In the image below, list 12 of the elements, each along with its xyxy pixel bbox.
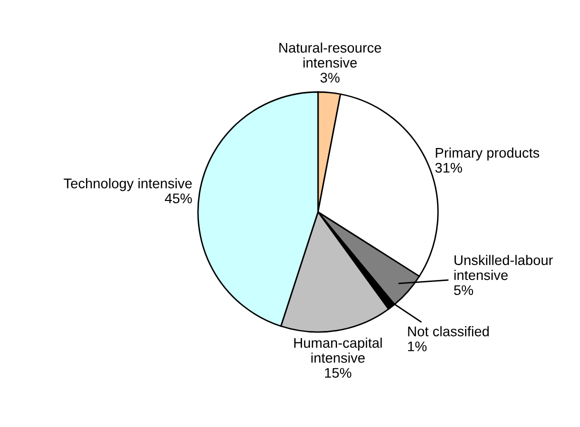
data-label: 5% (454, 285, 474, 296)
slice-label: Primary products (436, 148, 540, 160)
data-label: 31% (435, 162, 462, 173)
slice-label: Unskilled-labour intensive (454, 254, 553, 280)
data-label: 3% (320, 72, 340, 83)
data-label: 15% (325, 368, 352, 378)
slice-label: Not classified (408, 326, 489, 336)
slice-label: Natural-resource intensive (279, 42, 382, 68)
slice-label: Human-capital intensive (294, 338, 382, 363)
data-label: 45% (164, 194, 192, 204)
slice-label: Technology intensive (64, 178, 192, 192)
data-label: 1% (408, 342, 427, 352)
